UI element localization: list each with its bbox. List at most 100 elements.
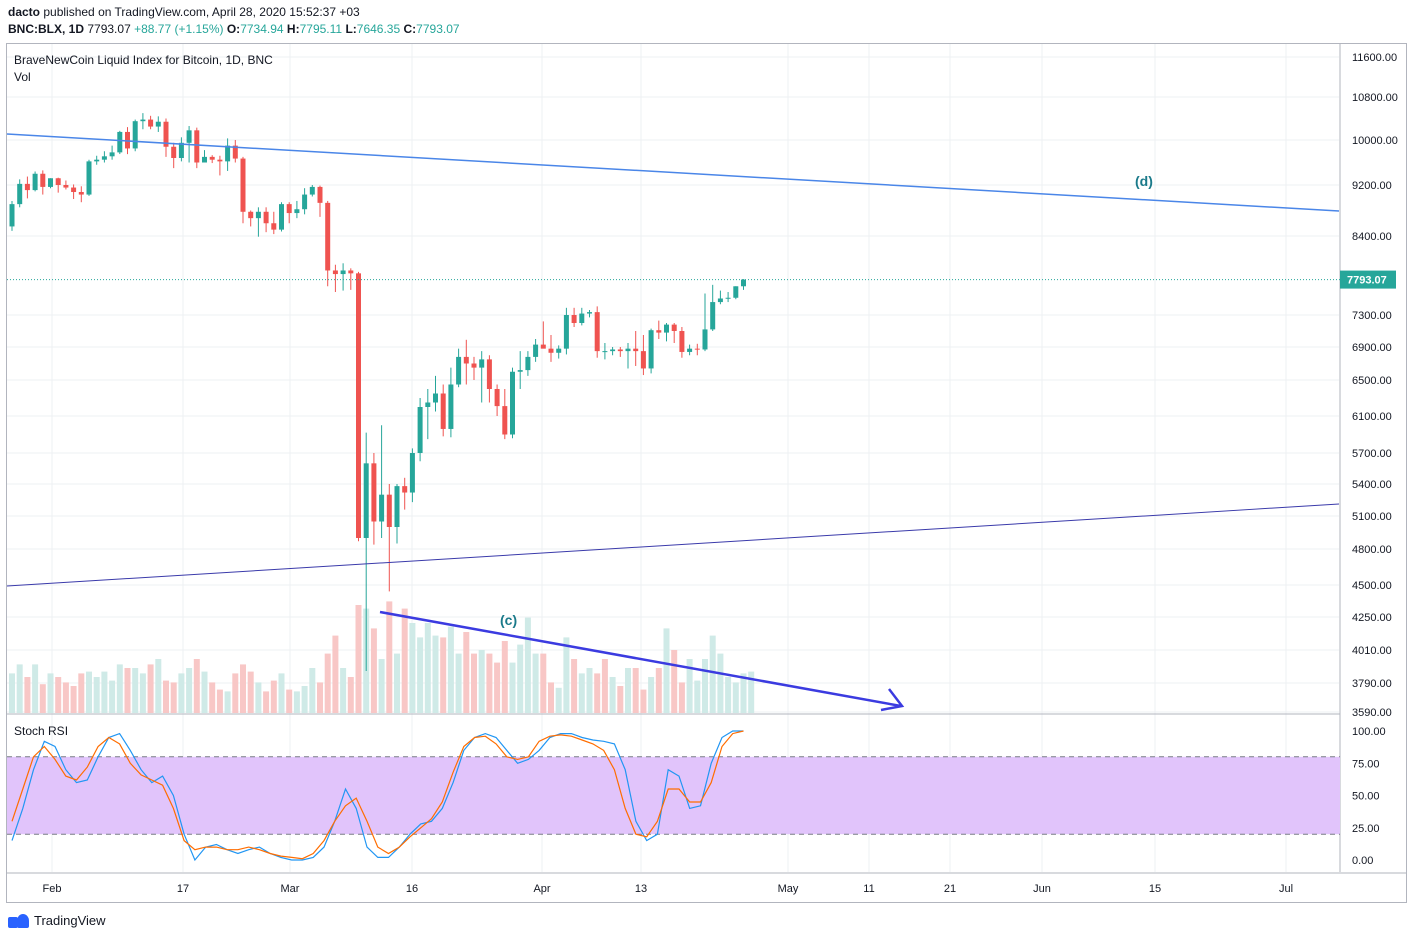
price-tick-label: 10800.00: [1352, 92, 1398, 104]
candle-body: [463, 356, 469, 364]
volume-bar: [317, 682, 323, 713]
candle-body: [386, 494, 392, 527]
rsi-tick-label: 0.00: [1352, 855, 1373, 867]
volume-bar: [224, 691, 231, 713]
volume-bar: [632, 668, 639, 713]
candle-body: [717, 298, 723, 303]
candle-body: [625, 348, 631, 352]
volume-bar: [378, 659, 385, 713]
price-tick-label: 11600.00: [1352, 52, 1397, 64]
time-tick-label: 21: [944, 883, 956, 895]
volume-bar: [301, 686, 308, 713]
candle-body: [594, 312, 600, 352]
chart-frame: [6, 43, 1407, 903]
candle-body: [394, 486, 400, 527]
volume-bar: [170, 682, 177, 713]
candle-body: [209, 156, 215, 160]
volume-bar: [517, 644, 524, 713]
candle-body: [540, 344, 546, 349]
candle-body: [548, 348, 554, 353]
candle-body: [448, 384, 454, 429]
candle-body: [433, 393, 438, 403]
candle-body: [55, 178, 61, 185]
candle-body: [17, 183, 23, 205]
time-tick-label: Mar: [281, 883, 300, 895]
volume-bar: [609, 677, 616, 713]
publish-text: published on TradingView.com, April 28, …: [43, 5, 360, 19]
high-label: H:: [286, 22, 300, 36]
publish-info: dacto published on TradingView.com, Apri…: [8, 5, 360, 19]
volume-bar: [640, 689, 647, 713]
last-price-badge-label: 7793.07: [1347, 275, 1387, 287]
candle-body: [702, 329, 708, 350]
rsi-band: [7, 756, 1340, 835]
volume-bar: [340, 668, 347, 713]
wave-c-label: (c): [500, 612, 517, 628]
candle-body: [517, 370, 523, 372]
candle-body: [617, 349, 623, 352]
volume-bar: [578, 673, 585, 713]
candle-body: [9, 204, 15, 227]
volume-bar: [394, 653, 400, 713]
volume-bar: [717, 653, 724, 713]
volume-bar: [548, 682, 554, 713]
volume-bar: [740, 673, 747, 713]
volume-bar: [324, 653, 331, 713]
tradingview-logo-icon: [8, 913, 30, 928]
candle-body: [525, 356, 531, 371]
last-price: 7793.07: [87, 22, 131, 36]
wave-c-arrowhead: [880, 688, 905, 712]
candle-body: [32, 173, 38, 191]
candle-body: [125, 131, 130, 149]
close-label: C:: [403, 22, 417, 36]
volume-bar: [655, 668, 662, 713]
symbol: BNC:BLX, 1D: [8, 22, 85, 36]
volume-bar: [55, 677, 62, 713]
time-tick-label: 13: [635, 883, 647, 895]
candle-body: [240, 158, 246, 212]
candle-body: [510, 371, 515, 435]
low-value: 7646.35: [356, 22, 401, 36]
last-price-badge: [1340, 270, 1396, 289]
candle-body: [379, 494, 385, 522]
rsi-tick-label: 25.00: [1352, 823, 1380, 835]
volume-bar: [109, 680, 116, 713]
candle-body: [633, 348, 639, 352]
time-tick-label: 17: [177, 883, 189, 895]
candle-body: [202, 156, 207, 163]
volume-bar: [686, 659, 693, 713]
candle-body: [286, 204, 292, 214]
candle-body: [587, 312, 592, 314]
candle-body: [63, 185, 69, 188]
candle-body: [348, 270, 354, 274]
chart-title: BraveNewCoin Liquid Index for Bitcoin, 1…: [14, 53, 273, 67]
volume-bar: [586, 668, 593, 713]
candle-body: [186, 130, 192, 143]
time-tick-label: Jul: [1279, 883, 1293, 895]
volume-bar: [132, 668, 139, 713]
footer: TradingView: [8, 913, 106, 928]
candle-body: [425, 402, 431, 407]
candle-body: [471, 363, 477, 368]
candle-body: [456, 356, 462, 385]
volume-bar: [601, 659, 608, 713]
candle-body: [117, 131, 123, 153]
price-tick-label: 7300.00: [1352, 310, 1392, 322]
volume-bar: [694, 680, 701, 713]
volume-bar: [447, 626, 454, 713]
volume-bar: [32, 664, 39, 713]
volume-bar: [702, 659, 708, 713]
candle-body: [694, 348, 700, 350]
price-tick-label: 5700.00: [1352, 448, 1392, 460]
price-tick-label: 3790.00: [1352, 678, 1392, 690]
price-tick-label: 3590.00: [1352, 707, 1392, 719]
volume-bar: [39, 684, 46, 713]
brand-name: TradingView: [34, 913, 106, 928]
wave-c-arrow: [379, 610, 902, 708]
candle-body: [656, 330, 662, 333]
volume-bar: [732, 682, 739, 713]
volume-bar: [347, 677, 354, 713]
volume-bar: [24, 677, 31, 713]
volume-bar: [255, 682, 262, 713]
